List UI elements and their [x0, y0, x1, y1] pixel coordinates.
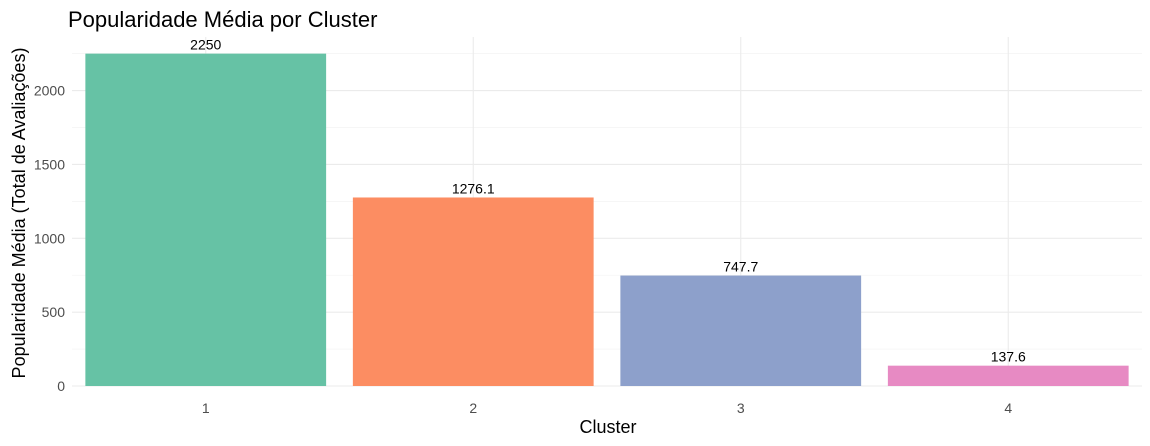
data-labels: 2250 1276.1 747.7 137.6	[190, 37, 1026, 365]
data-label-cluster-3: 747.7	[723, 259, 758, 275]
data-label-cluster-4: 137.6	[991, 349, 1026, 365]
bar-cluster-3	[620, 275, 862, 386]
bars	[85, 53, 1129, 386]
data-label-cluster-1: 2250	[190, 37, 221, 53]
data-label-cluster-2: 1276.1	[452, 180, 495, 196]
y-tick-label: 0	[57, 378, 65, 394]
bar-cluster-4	[887, 365, 1129, 386]
y-axis-ticks: 0 500 1000 1500 2000	[34, 83, 65, 394]
chart-title: Popularidade Média por Cluster	[68, 7, 377, 32]
bar-cluster-2	[352, 197, 594, 386]
x-tick-label: 2	[469, 400, 477, 416]
x-tick-label: 3	[737, 400, 745, 416]
y-tick-label: 2000	[34, 83, 65, 99]
x-tick-label: 1	[202, 400, 210, 416]
x-tick-label: 4	[1004, 400, 1012, 416]
y-tick-label: 500	[42, 304, 66, 320]
y-axis-title: Popularidade Média (Total de Avaliações)	[9, 48, 29, 379]
bar-cluster-1	[85, 53, 327, 386]
y-tick-label: 1500	[34, 156, 65, 172]
x-axis-title: Cluster	[579, 417, 636, 437]
y-tick-label: 1000	[34, 230, 65, 246]
x-axis-ticks: 1 2 3 4	[202, 400, 1013, 416]
